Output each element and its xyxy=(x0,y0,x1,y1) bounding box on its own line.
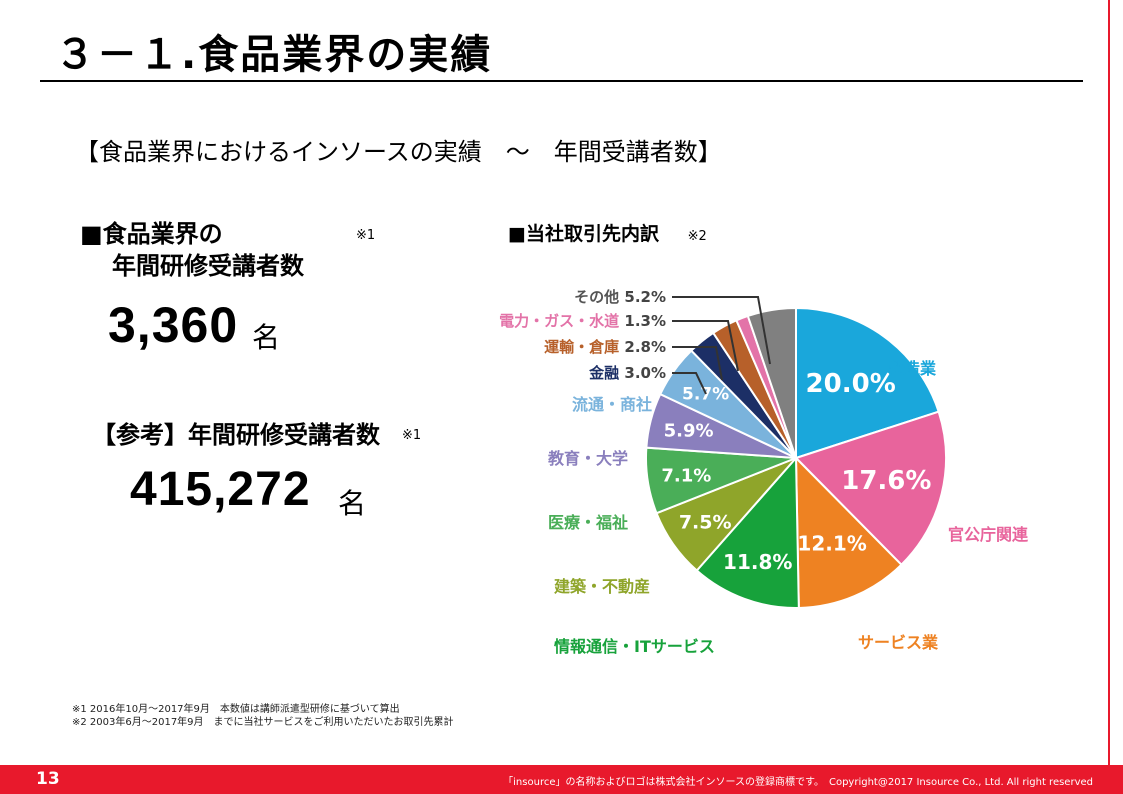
client-breakdown-note-mark: ※2 xyxy=(687,229,707,244)
client-breakdown-title: ■当社取引先内訳 xyxy=(508,223,659,245)
food-industry-heading: ■食品業界の xyxy=(80,220,223,248)
total-trainee-count: 415,272 xyxy=(130,463,311,516)
client-breakdown-pie-chart: 20.0%製造業 17.6% 官公庁関連 12.1% サービス業 11.8% 情報通信・IT… xyxy=(499,288,1029,656)
pie-slice xyxy=(746,306,797,459)
page-number: 13 xyxy=(36,769,60,789)
pie-slice-value: 20.0% xyxy=(806,369,896,399)
copyright-text: 「insource」の名称およびロゴは株式会社インソースの登録商標です。 Cop… xyxy=(503,777,1093,788)
total-count-unit: 名 xyxy=(338,487,367,520)
pie-slice xyxy=(794,455,903,609)
annual-trainees-heading: 年間研修受講者数 xyxy=(112,252,304,280)
leader-line xyxy=(672,296,771,365)
pie-slice-label: 情報通信・ITサービス xyxy=(554,637,715,656)
pie-slice xyxy=(695,455,800,609)
leader-line xyxy=(672,320,739,372)
pie-slice-label: 流通・商社 xyxy=(572,395,652,414)
client-breakdown-heading: ■当社取引先内訳 ※2 xyxy=(508,219,707,246)
pie-slice-value: 5.9% xyxy=(664,420,714,441)
pie-slice-label: 金融 3.0% xyxy=(588,364,666,382)
pie-slice-value: 12.1% xyxy=(797,532,866,556)
pie-slice-value: 7.5% xyxy=(679,511,732,533)
pie-slice-label: 運輸・倉庫 2.8% xyxy=(544,338,666,356)
pie-slice-label: サービス業 xyxy=(858,633,939,652)
pie-slice xyxy=(795,306,940,460)
pie-slice-value: 17.6% xyxy=(841,466,931,496)
leader-line xyxy=(672,346,723,381)
title-underline xyxy=(40,80,1083,82)
pie-slice-value: 7.1% xyxy=(661,465,711,486)
slide-subtitle: 【食品業界におけるインソースの実績 ～ 年間受講者数】 xyxy=(75,138,722,166)
pie-slice-label: 医療・福祉 xyxy=(548,513,628,532)
footnotes: ※1 2016年10月～2017年9月 本数値は講師派遣型研修に基づいて算出 ※… xyxy=(72,703,454,729)
right-edge-rule xyxy=(1108,0,1110,770)
footer-bar: 13 「insource」の名称およびロゴは株式会社インソースの登録商標です。 … xyxy=(0,765,1123,794)
food-industry-trainee-count: 3,360 xyxy=(108,297,239,353)
pie-slice xyxy=(794,410,947,567)
food-industry-note-mark: ※1 xyxy=(356,228,376,243)
footnote-1: ※1 2016年10月～2017年9月 本数値は講師派遣型研修に基づいて算出 xyxy=(72,704,400,715)
pie-slice-label: 官公庁関連 xyxy=(948,525,1029,544)
pie-slice-label: その他 5.2% xyxy=(574,288,666,306)
pie-slice-label: 教育・大学 xyxy=(548,449,628,468)
leader-line xyxy=(672,372,707,395)
page-title: ３－１.食品業界の実績 xyxy=(55,32,493,78)
food-industry-count-unit: 名 xyxy=(252,321,281,354)
pie-slice-label: 建築・不動産 xyxy=(554,577,650,596)
reference-heading: 【参考】年間研修受講者数 xyxy=(92,421,380,449)
pie-slice-value: 11.8% xyxy=(723,550,792,574)
footnote-2: ※2 2003年6月～2017年9月 までに当社サービスをご利用いただいたお取引… xyxy=(72,717,454,728)
reference-note-mark: ※1 xyxy=(402,428,422,443)
pie-slice-label: 製造業 xyxy=(887,359,937,378)
pie-slice-value: 5.7% xyxy=(682,385,729,405)
pie-slice-label: 電力・ガス・水道 1.3% xyxy=(499,312,666,330)
